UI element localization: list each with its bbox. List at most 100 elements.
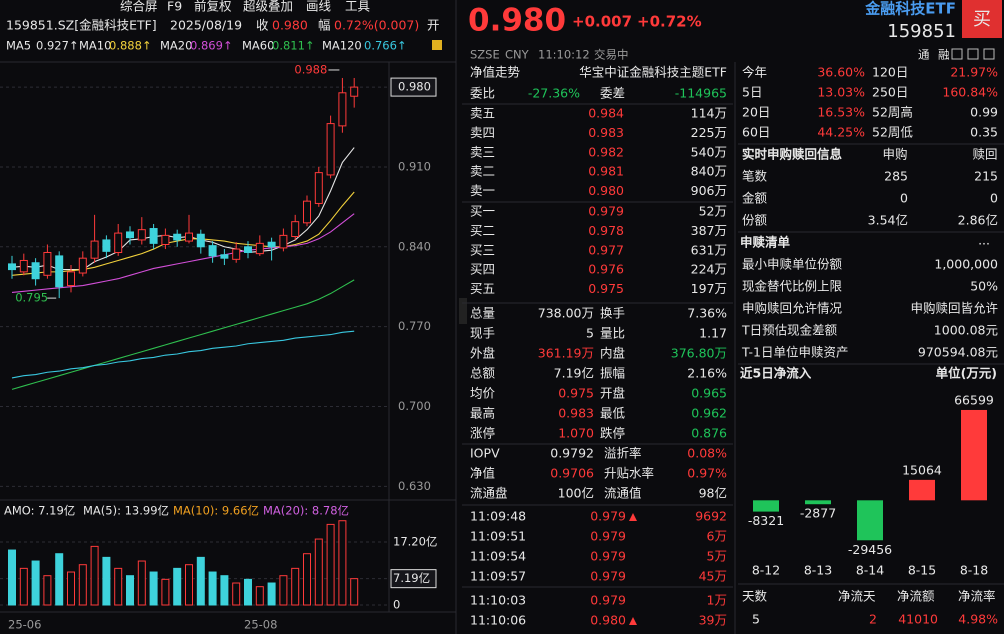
trade-price: 0.979 [590,529,626,544]
trade-time: 11:10:03 [470,593,526,608]
candle-body [161,234,170,245]
candle-body [8,263,16,271]
value-label: -29456 [848,542,892,557]
last-price-box [390,77,437,97]
flow-bar [805,500,831,505]
ma-line [11,330,355,379]
candle-body [267,241,276,248]
summary-value: 41010 [898,612,938,627]
trade-volume: 45万 [699,569,727,584]
toolbar-button: 综合屏 [120,0,158,14]
fund-value: 0.97% [687,466,727,481]
trade-time: 11:10:06 [470,613,526,628]
legend-name: MA10 [79,39,111,53]
toolbar-button: 前复权 [194,0,232,14]
row-label: 现金替代比例上限 [742,279,843,294]
candle-body [55,255,64,288]
current-volume-box [390,569,437,589]
trade-price: 0.980 [590,613,626,628]
fund-value: 0.9706 [550,466,594,481]
trade-volume: 1万 [707,593,727,608]
stat-label: 开盘 [600,386,625,401]
legend-value: 0.888↑ [109,39,152,53]
stat-value: 7.19亿 [554,366,594,381]
volume-bar [149,571,158,606]
last-price: 0.980 [398,80,431,94]
level-label: 买五 [470,281,495,296]
volume-bar [185,564,193,606]
volume-bar [338,520,347,606]
level-price: 0.982 [588,144,624,159]
legend-name: MA120 [322,39,362,53]
stat-value: 1.070 [558,426,594,441]
level-label: 买三 [470,242,495,257]
level-volume: 224万 [691,262,727,277]
volume-bar [102,556,111,606]
buy-button[interactable] [962,0,1002,38]
candle-body [173,233,182,241]
candle-body [338,92,347,127]
trade-price: 0.979 [590,593,626,608]
candle-body [137,229,146,241]
perf-value: 0.99 [970,105,998,120]
perf-value: 160.84% [942,85,998,100]
annotation: 0.988 [294,62,327,76]
stat-label: 最低 [600,406,626,421]
row-value: 1,000,000 [934,257,998,272]
level-label: 买一 [470,204,495,219]
flow-bar [909,479,935,501]
level-price: 0.976 [588,262,624,277]
fund-value: 98亿 [699,486,727,501]
row-value: 0 [900,191,908,206]
collapse-handle[interactable] [459,298,467,324]
level-volume: 52万 [699,204,727,219]
level-price: 0.975 [588,281,624,296]
trade-volume: 5万 [707,549,727,564]
level-volume: 631万 [691,242,727,257]
fund-value: 0.9792 [550,446,594,461]
volume-bar [350,578,359,606]
perf-value: 0.35 [970,125,998,140]
row-value: 50% [970,279,998,294]
x-tick-label: 8-12 [752,563,780,578]
fund-label: IOPV [470,446,500,461]
section-title: 申赎清单 [740,235,791,250]
level-volume: 906万 [691,183,727,198]
volume-bar [220,575,229,606]
stat-value: 0.962 [691,406,727,421]
legend-value: 0.811↑ [272,39,315,53]
stat-label: 量比 [600,326,625,341]
legend-value: 0.927↑ [36,39,79,53]
volume-bar [267,582,276,606]
candle-body [19,259,28,273]
y-tick-label: 7.19亿 [393,571,430,585]
status-text: 11:10:12 [538,48,590,62]
stat-label: 振幅 [600,366,625,381]
legend-value: 0.869↑ [190,39,233,53]
trade-price: 0.979 [590,549,626,564]
volume-bar [137,560,146,606]
summary-header: 净流天 [838,589,876,604]
chart-title: 近5日净流入 [740,366,812,381]
perf-label: 52周低 [872,125,913,140]
stat-label: 总量 [470,306,495,321]
x-tick-label: 8-14 [856,563,884,578]
perf-label: 250日 [872,85,908,100]
candle-body [350,86,359,97]
volume-bar [43,575,52,606]
volume-bar [31,560,40,606]
volume-bar [126,575,134,606]
level-label: 买二 [470,223,495,238]
candle-body [244,246,252,253]
stat-value: 376.80万 [671,346,727,361]
volume-bar [244,578,252,606]
toolbar-button: 工具 [345,0,371,14]
x-tick-label: 8-13 [804,563,832,578]
perf-label: 52周高 [872,105,913,120]
trade-price: 0.979 [590,509,626,524]
unit: 单位(万元) [936,366,997,381]
level-price: 0.981 [588,164,624,179]
candle-body [43,251,52,276]
